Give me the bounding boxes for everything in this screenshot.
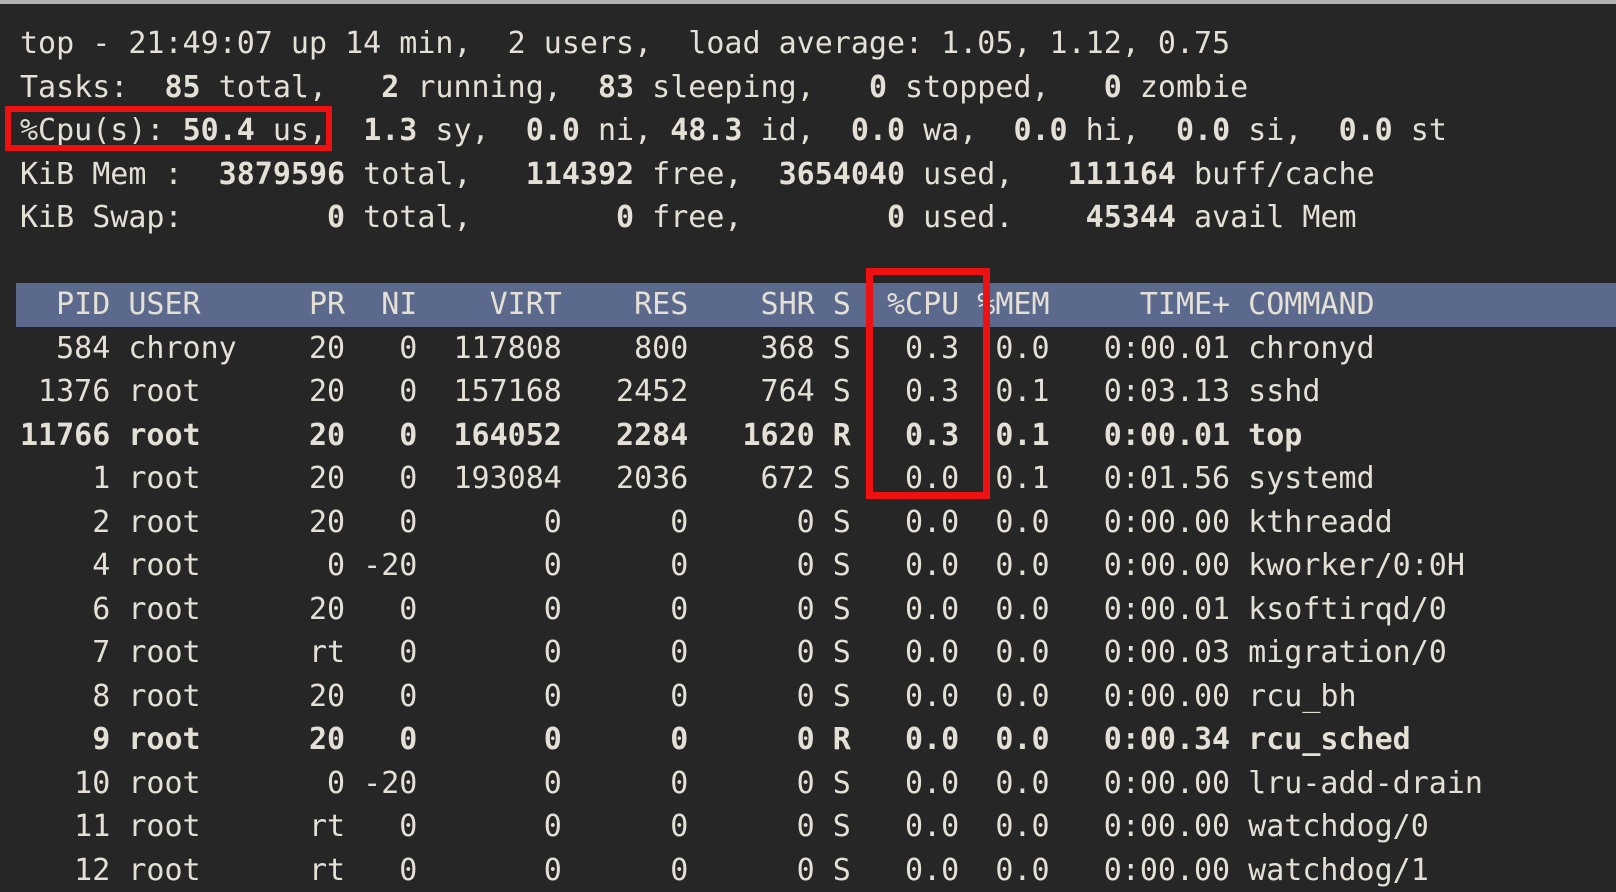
terminal-screen[interactable]: top - 21:49:07 up 14 min, 2 users, load … <box>0 0 1616 870</box>
summary-line-swap: KiB Swap: 0 total, 0 free, 0 used. 45344… <box>20 196 1616 240</box>
table-row: 12 root rt 0 0 0 0 S 0.0 0.0 0:00.00 wat… <box>20 849 1616 892</box>
table-row: 6 root 20 0 0 0 0 S 0.0 0.0 0:00.01 ksof… <box>20 588 1616 632</box>
summary-line-tasks: Tasks: 85 total, 2 running, 83 sleeping,… <box>20 66 1616 110</box>
table-row: 4 root 0 -20 0 0 0 S 0.0 0.0 0:00.00 kwo… <box>20 544 1616 588</box>
summary-line-mem: KiB Mem : 3879596 total, 114392 free, 36… <box>20 153 1616 197</box>
table-row: 1 root 20 0 193084 2036 672 S 0.0 0.1 0:… <box>20 457 1616 501</box>
summary-line-uptime: top - 21:49:07 up 14 min, 2 users, load … <box>20 22 1616 66</box>
table-row: 11 root rt 0 0 0 0 S 0.0 0.0 0:00.00 wat… <box>20 805 1616 849</box>
process-table: PID USER PR NI VIRT RES SHR S %CPU %MEM … <box>20 283 1616 892</box>
blank-line <box>20 240 1616 284</box>
summary-line-cpu: %Cpu(s): 50.4 us, 1.3 sy, 0.0 ni, 48.3 i… <box>20 109 1616 153</box>
table-row: 11766 root 20 0 164052 2284 1620 R 0.3 0… <box>20 414 1616 458</box>
table-row: 9 root 20 0 0 0 0 R 0.0 0.0 0:00.34 rcu_… <box>20 718 1616 762</box>
process-rows: 584 chrony 20 0 117808 800 368 S 0.3 0.0… <box>20 327 1616 892</box>
table-row: 10 root 0 -20 0 0 0 S 0.0 0.0 0:00.00 lr… <box>20 762 1616 806</box>
table-row: 2 root 20 0 0 0 0 S 0.0 0.0 0:00.00 kthr… <box>20 501 1616 545</box>
table-row: 8 root 20 0 0 0 0 S 0.0 0.0 0:00.00 rcu_… <box>20 675 1616 719</box>
table-row: 7 root rt 0 0 0 0 S 0.0 0.0 0:00.03 migr… <box>20 631 1616 675</box>
table-row: 584 chrony 20 0 117808 800 368 S 0.3 0.0… <box>20 327 1616 371</box>
table-header-row: PID USER PR NI VIRT RES SHR S %CPU %MEM … <box>16 283 1616 327</box>
table-row: 1376 root 20 0 157168 2452 764 S 0.3 0.1… <box>20 370 1616 414</box>
